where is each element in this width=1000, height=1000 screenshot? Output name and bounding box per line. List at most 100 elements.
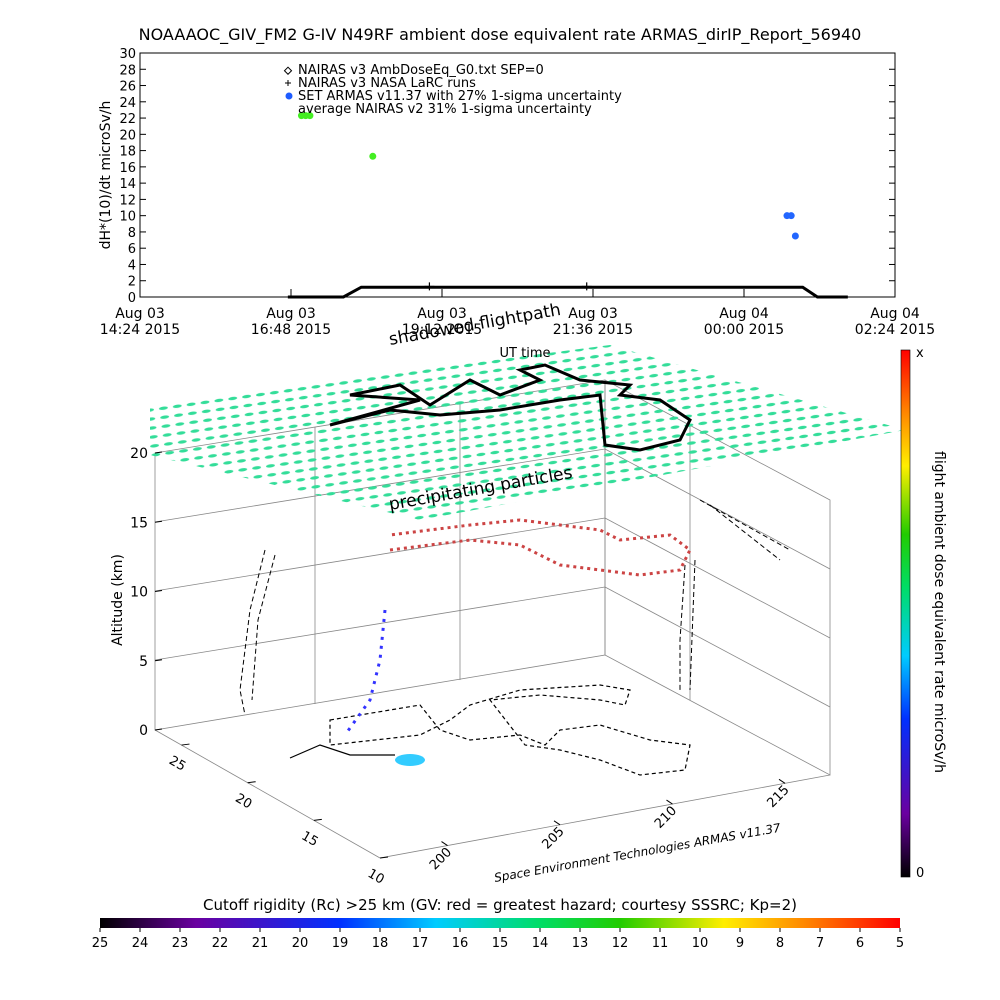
y-tick-label: 10: [119, 210, 136, 225]
y-tick-label: 28: [119, 63, 136, 78]
credit: Space Environment Technologies ARMAS v11…: [493, 821, 782, 885]
x-tick-label: 16:48 2015: [251, 322, 331, 338]
x-tick: [666, 799, 673, 805]
colorbar-tick-label: 14: [532, 936, 549, 951]
colorbar-end: 0: [916, 866, 924, 881]
data-point: [791, 232, 799, 240]
legend-marker: [283, 66, 293, 75]
z-tick: [154, 728, 163, 731]
colorbar-label: flight ambient dose equivalent rate micr…: [931, 451, 947, 773]
x-tick-label: 205: [539, 824, 567, 852]
y-tick-label: 12: [119, 193, 136, 208]
colorbar-tick-label: 10: [692, 936, 709, 951]
colorbar-tick-label: 23: [172, 936, 189, 951]
x-tick-label: 19:12 2015: [402, 322, 482, 338]
colorbar-tick-label: 24: [132, 936, 149, 951]
colorbar-tick-label: 12: [612, 936, 629, 951]
z-tick: [154, 451, 163, 454]
z-tick-label: 5: [139, 654, 148, 670]
x-tick-label: Aug 03: [266, 306, 316, 322]
colorbar-tick-label: 6: [856, 936, 864, 951]
x-tick: [553, 820, 561, 826]
z-tick: [154, 659, 163, 662]
y-tick-label: 6: [128, 242, 136, 257]
legend-label: SET ARMAS v11.37 with 27% 1-sigma uncert…: [298, 89, 622, 104]
x-tick-label: Aug 03: [115, 306, 165, 322]
y-tick-label: 16: [119, 161, 136, 176]
colorbar-tick-label: 22: [212, 936, 229, 951]
colorbar-tick-label: 5: [896, 936, 904, 951]
colorbar-tick-label: 7: [816, 936, 824, 951]
y-tick-label: 22: [119, 112, 136, 127]
z-tick-label: 15: [130, 515, 148, 531]
colorbar-tick-label: 9: [736, 936, 744, 951]
data-point: [424, 282, 435, 291]
series-line: [287, 285, 848, 299]
rigidity-colorbar: [100, 918, 900, 928]
data-point: [581, 282, 592, 291]
y-tick-label: 4: [128, 258, 136, 273]
y-axis-label: dH*(10)/dt microSv/h: [98, 101, 114, 250]
x-tick-label: Aug 03: [417, 306, 467, 322]
y-tick: [181, 743, 190, 746]
y-tick: [313, 818, 322, 821]
legend-label: NAIRAS v3 AmbDoseEq_G0.txt SEP=0: [298, 63, 544, 78]
z-tick: [154, 590, 163, 592]
legend-label: NAIRAS v3 NASA LaRC runs: [298, 76, 476, 91]
colorbar-tick-label: 18: [372, 936, 389, 951]
legend-label: average NAIRAS v2 31% 1-sigma uncertaint…: [298, 102, 592, 117]
colorbar-tick-label: 15: [492, 936, 509, 951]
legend-marker: [285, 92, 293, 100]
z-tick-label: 0: [139, 723, 148, 739]
plot-frame: [139, 52, 896, 298]
x-tick-label: 210: [652, 803, 680, 831]
data-point: [787, 212, 795, 220]
y-tick-label: 14: [119, 177, 136, 192]
colorbar-tick-label: 8: [776, 936, 784, 951]
flightpath-shapes: [239, 363, 791, 776]
y-tick-label: 10: [365, 866, 387, 887]
y-tick-label: 18: [119, 145, 136, 160]
legend-marker: [285, 80, 291, 86]
x-tick-label: 200: [427, 845, 455, 873]
z-axis-label: Altitude (km): [110, 554, 126, 646]
x-tick-label: Aug 04: [870, 306, 920, 322]
z-tick-label: 20: [130, 446, 148, 462]
precipitating-field: [150, 345, 905, 520]
colorbar-tick-label: 11: [652, 936, 669, 951]
y-tick-label: 30: [119, 47, 136, 62]
colorbar-tick-label: 19: [332, 936, 349, 951]
x-tick: [441, 841, 448, 846]
x-tick-label: 00:00 2015: [704, 322, 784, 338]
colorbar-end: x: [916, 346, 924, 361]
x-tick: [778, 778, 786, 784]
colorbar-tick-label: 25: [92, 936, 109, 951]
x-tick-label: 215: [764, 783, 792, 811]
data-point: [369, 152, 377, 160]
y-tick: [247, 781, 256, 784]
colorbar-tick-label: 16: [452, 936, 469, 951]
y-tick-label: 20: [119, 128, 136, 143]
x-tick-label: 21:36 2015: [553, 322, 633, 338]
colorbar-tick-label: 13: [572, 936, 589, 951]
z-tick: [154, 520, 163, 523]
y-tick-label: 0: [128, 291, 136, 306]
x-tick-label: Aug 04: [719, 306, 769, 322]
y-tick: [379, 856, 389, 859]
x-axis-label: UT time: [500, 346, 551, 361]
colorbar-tick-label: 20: [292, 936, 309, 951]
x-tick-label: 14:24 2015: [100, 322, 180, 338]
y-tick-label: 2: [128, 275, 136, 290]
chart-title: NOAAAOC_GIV_FM2 G-IV N49RF ambient dose …: [139, 25, 862, 45]
y-tick-label: 20: [232, 791, 254, 812]
colorbar-title: Cutoff rigidity (Rc) >25 km (GV: red = g…: [203, 896, 797, 914]
y-tick-label: 26: [119, 80, 136, 95]
y-tick-label: 15: [299, 829, 321, 850]
data-point: [306, 112, 314, 120]
colorbar-tick-label: 17: [412, 936, 429, 951]
colorbar-tick-label: 21: [252, 936, 269, 951]
y-tick-label: 24: [119, 96, 136, 111]
x-tick-label: 02:24 2015: [855, 322, 935, 338]
y-tick-label: 8: [128, 226, 136, 241]
